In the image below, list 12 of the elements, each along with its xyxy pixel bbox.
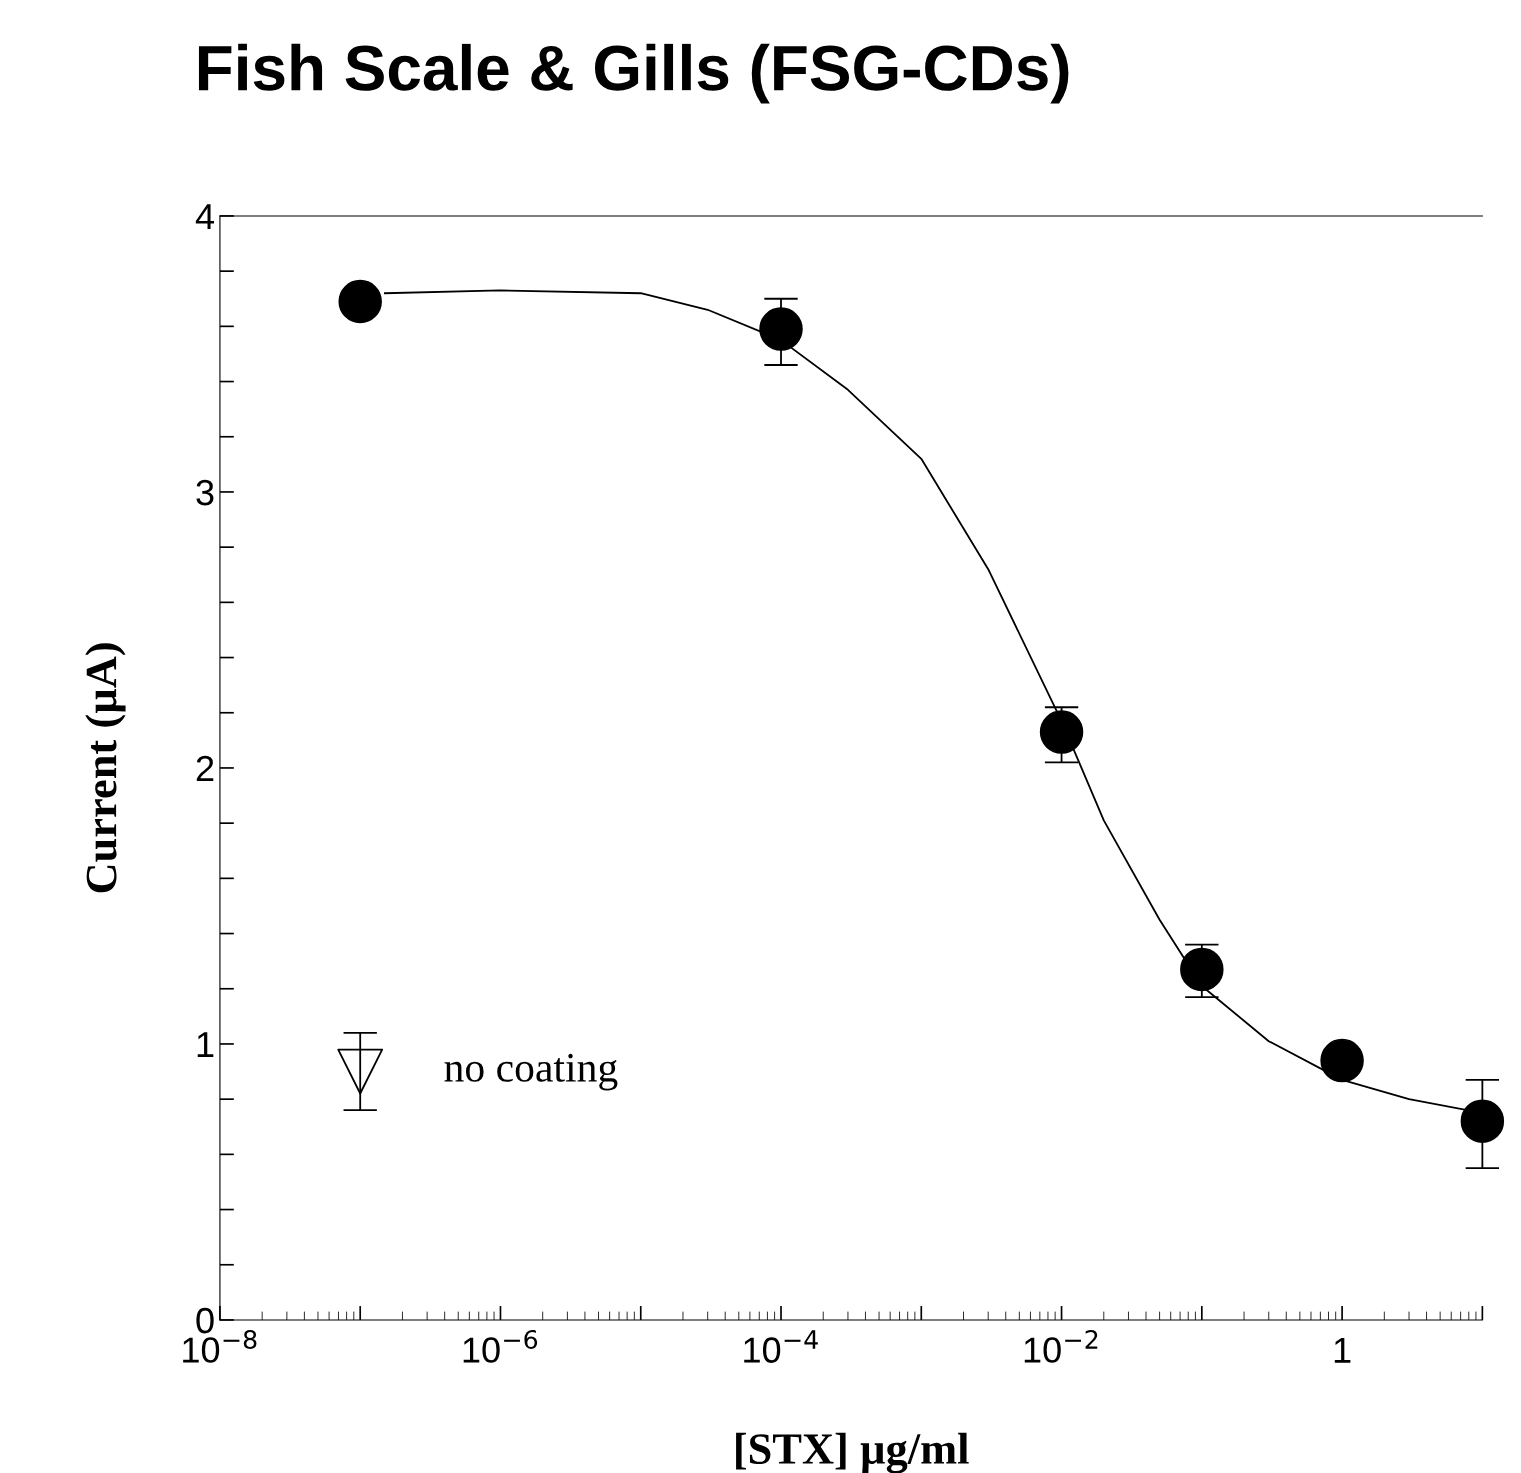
- y-tick-label: 2: [196, 755, 214, 782]
- y-tick-label: 4: [195, 204, 215, 230]
- x-tick-label: 10$^{−4}$: [744, 1330, 818, 1363]
- y-tick-label: 1: [197, 1032, 214, 1058]
- y-axis-title: Current (µA): [85, 643, 126, 893]
- x-tick-label: 1: [1334, 1337, 1351, 1363]
- y-tick-label: 3: [196, 479, 214, 506]
- x-axis-title: [STX] µg/ml: [736, 1432, 969, 1473]
- chart-title: Fish Scale & Gills (FSG-CDs): [198, 43, 1069, 104]
- x-tick-label: 10$^{−2}$: [1024, 1329, 1098, 1363]
- x-tick-label: 10$^{−6}$: [463, 1329, 538, 1363]
- series-label: no coating: [444, 1053, 618, 1091]
